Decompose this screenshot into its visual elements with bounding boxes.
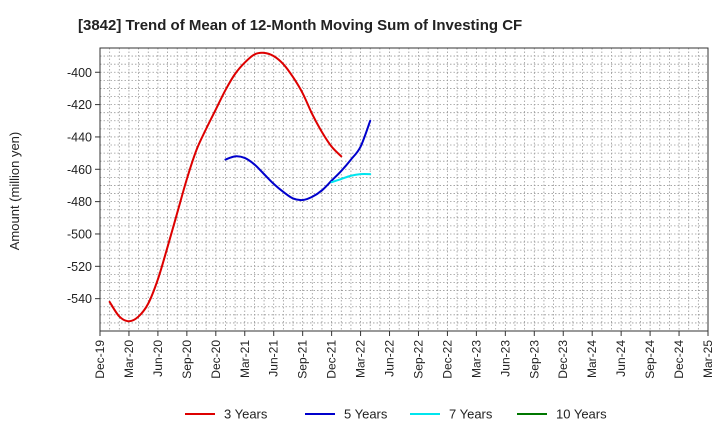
x-tick-label: Jun-24	[614, 340, 628, 377]
x-tick-label: Dec-20	[209, 340, 223, 379]
x-tick-label: Jun-21	[267, 340, 281, 377]
plot-background	[100, 48, 708, 331]
legend-label-3-years: 3 Years	[224, 407, 268, 422]
series-line-5-years	[224, 119, 372, 202]
x-tick-label: Sep-24	[643, 340, 657, 379]
x-tick-label: Mar-25	[701, 340, 715, 378]
series-line-7-years	[330, 173, 372, 184]
x-tick-label: Sep-23	[527, 340, 541, 379]
x-tick-label: Dec-22	[440, 340, 454, 379]
x-tick-label: Dec-19	[93, 340, 107, 379]
y-tick-label: -420	[67, 98, 92, 112]
legend-label-7-years: 7 Years	[449, 407, 493, 422]
x-tick-label: Sep-20	[180, 340, 194, 379]
chart-title: [3842] Trend of Mean of 12-Month Moving …	[78, 17, 522, 34]
x-tick-label: Dec-23	[556, 340, 570, 379]
x-tick-label: Sep-21	[296, 340, 310, 379]
y-axis-label: Amount (million yen)	[7, 132, 22, 251]
y-tick-label: -460	[67, 163, 92, 177]
legend-label-5-years: 5 Years	[344, 407, 388, 422]
x-tick-label: Mar-23	[469, 340, 483, 378]
x-tick-label: Mar-22	[354, 340, 368, 378]
y-tick-label: -540	[67, 292, 92, 306]
y-tick-label: -500	[67, 227, 92, 241]
x-tick-label: Sep-22	[411, 340, 425, 379]
x-tick-label: Dec-21	[325, 340, 339, 379]
legend-label-10-years: 10 Years	[556, 407, 607, 422]
x-tick-label: Jun-23	[498, 340, 512, 377]
y-tick-label: -520	[67, 260, 92, 274]
x-tick-label: Mar-24	[585, 340, 599, 378]
plot-area: -540 -520 -500 -480 -460 -440 -420 -400 Dec-19 Ma…	[67, 47, 715, 379]
y-tick-label: -400	[67, 66, 92, 80]
x-tick-label: Mar-20	[122, 340, 136, 378]
plot-frame	[99, 47, 709, 332]
series-line-3-years	[108, 51, 343, 323]
x-tick-label: Jun-22	[383, 340, 397, 377]
legend: 3 Years 5 Years 7 Years 10 Years	[185, 407, 607, 422]
x-tick-label: Dec-24	[672, 340, 686, 379]
y-tick-label: -480	[67, 195, 92, 209]
x-tick-label: Jun-20	[151, 340, 165, 377]
y-tick-label: -440	[67, 130, 92, 144]
x-tick-label: Mar-21	[238, 340, 252, 378]
